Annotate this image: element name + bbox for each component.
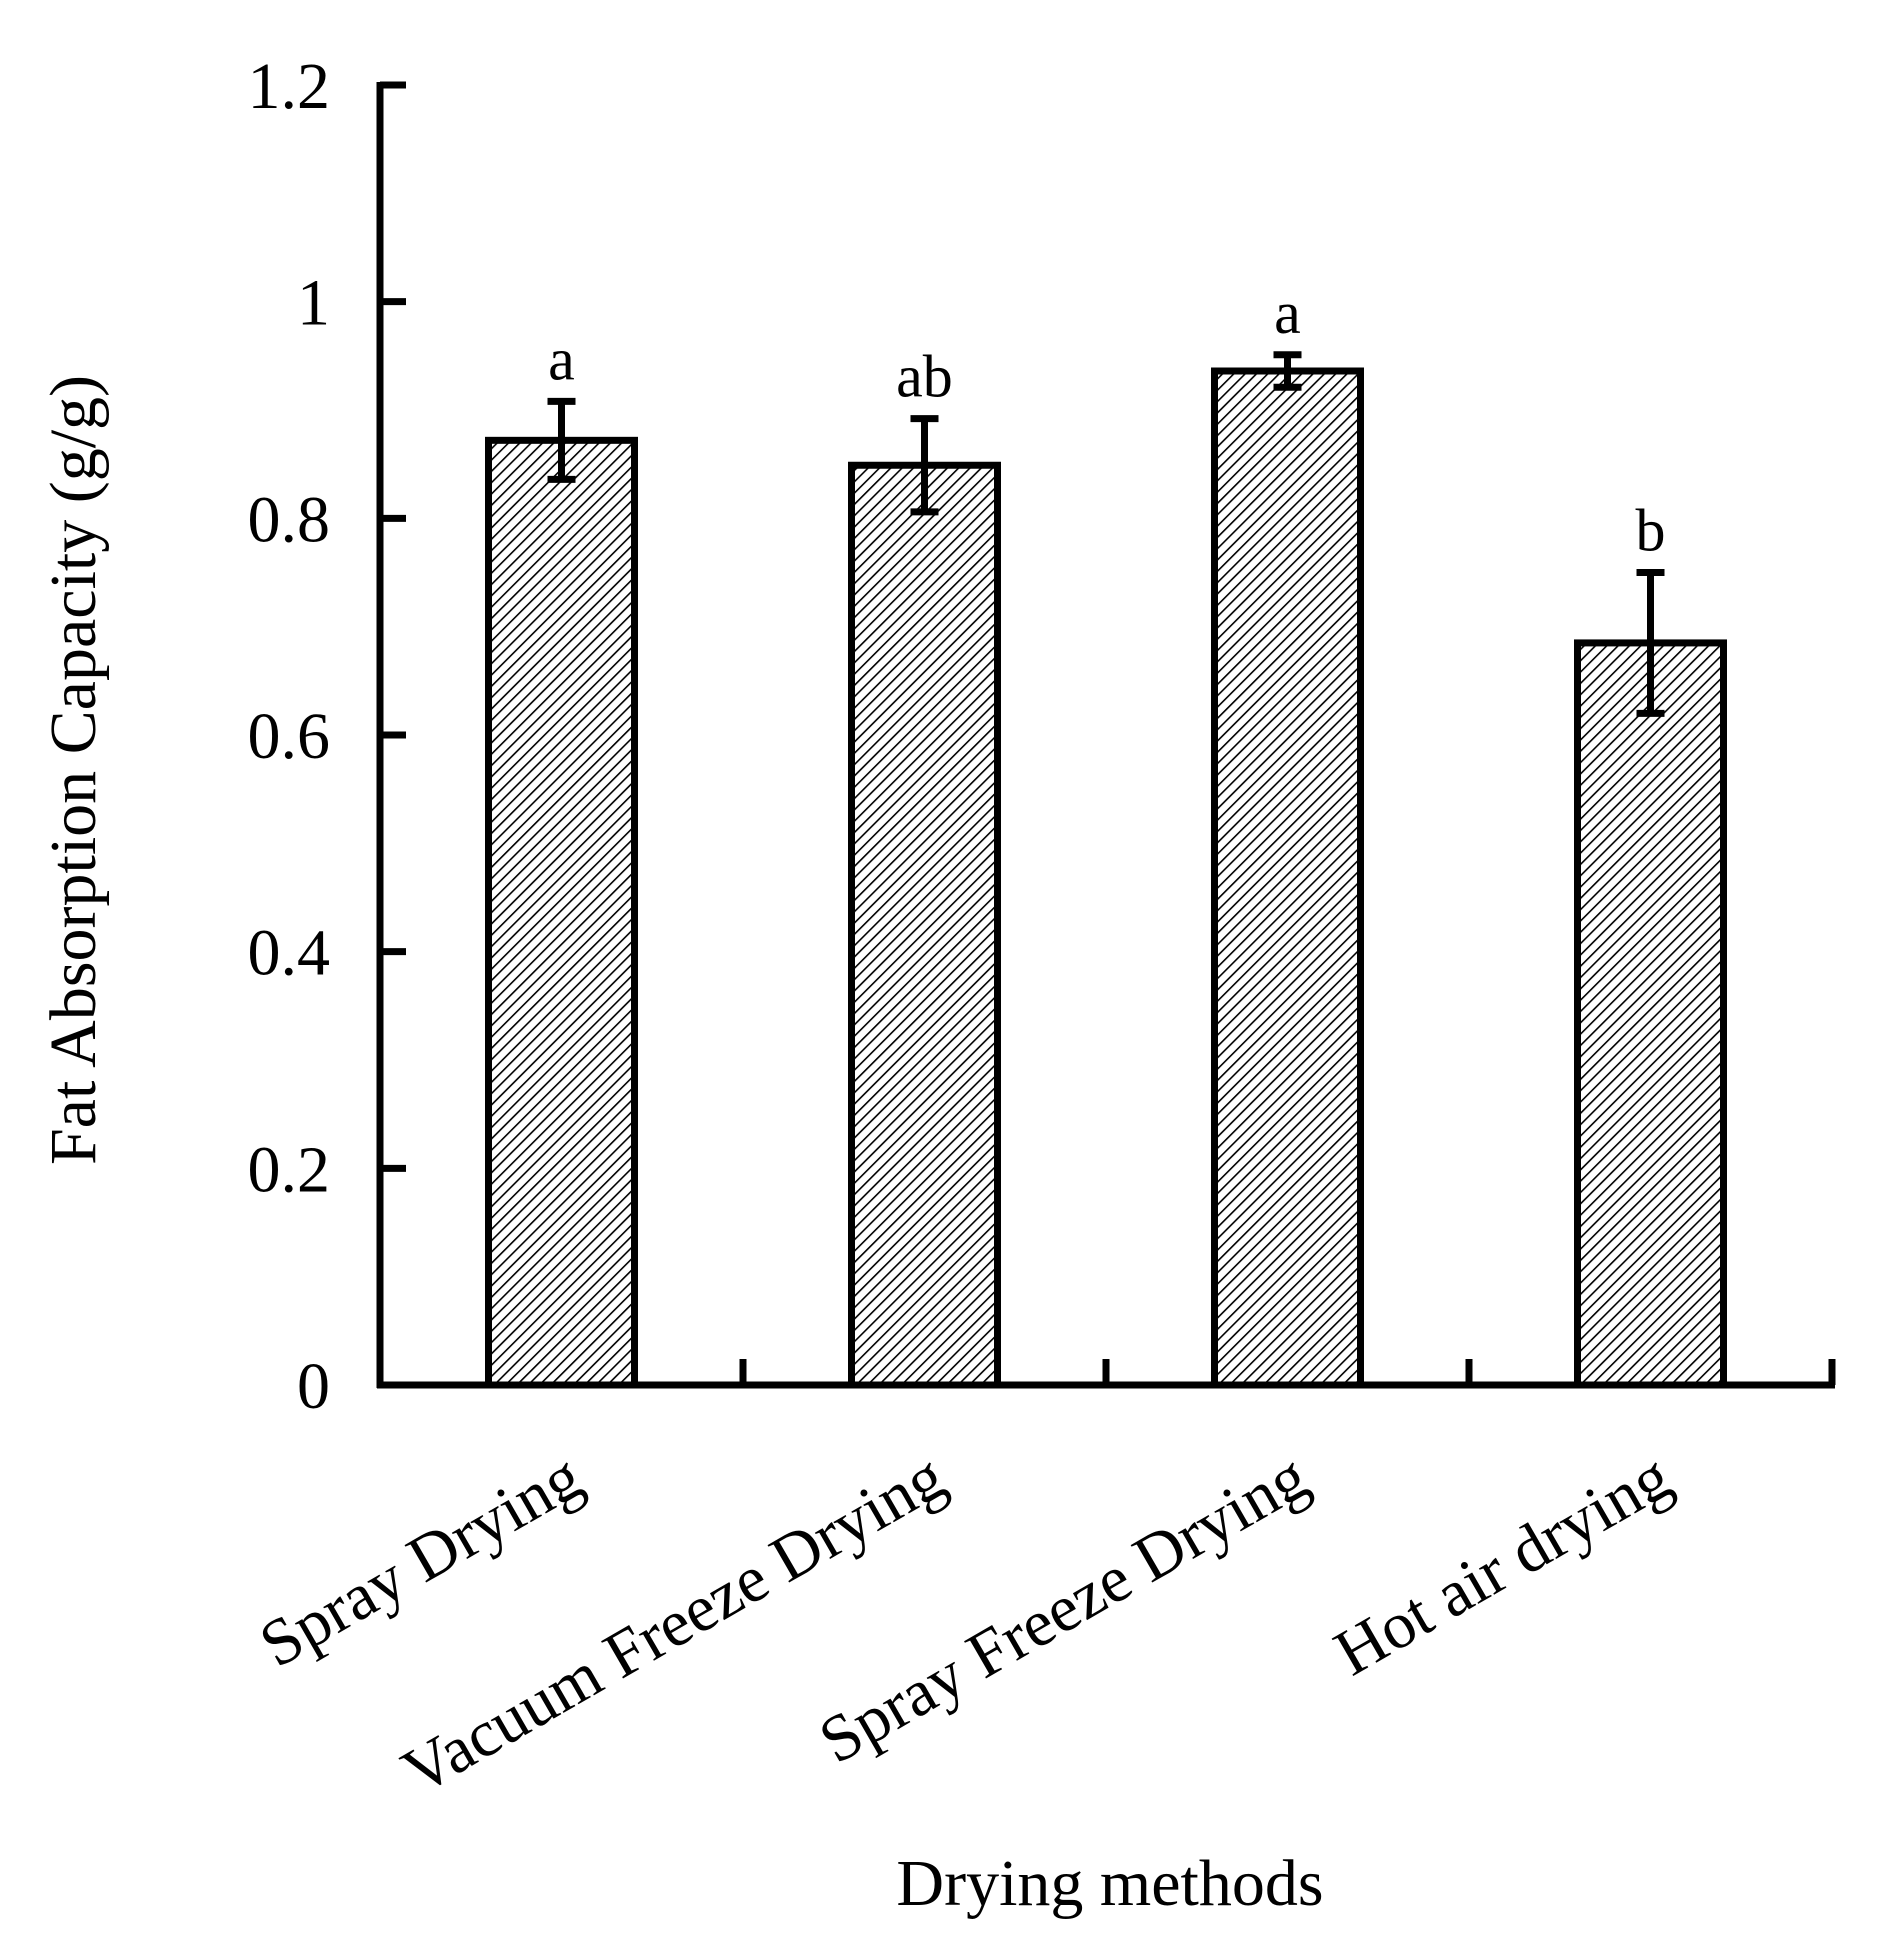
bars-layer [485,351,1727,1389]
y-tick-label: 1.2 [248,50,331,123]
bar [848,461,1001,1389]
category-label: Spray Drying [248,1440,594,1682]
y-tick-label: 0.8 [248,483,331,556]
significance-label: a [548,326,575,392]
axes-layer [376,81,1836,1389]
significance-label: ab [896,344,953,410]
significance-label: b [1636,498,1666,564]
bar [485,436,638,1389]
y-axis-title: Fat Absorption Capacity (g/g) [37,375,110,1165]
y-tick-label: 0.6 [248,700,331,773]
significance-label: a [1274,280,1301,346]
bar [1574,639,1727,1389]
category-label: Hot air drying [1323,1440,1683,1690]
bar [1211,367,1364,1389]
y-tick-label: 1 [297,267,330,340]
y-tick-label: 0.2 [248,1133,331,1206]
y-tick-label: 0.4 [248,917,331,990]
y-tick-label: 0 [297,1350,330,1423]
x-axis-title: Drying methods [896,1847,1323,1920]
